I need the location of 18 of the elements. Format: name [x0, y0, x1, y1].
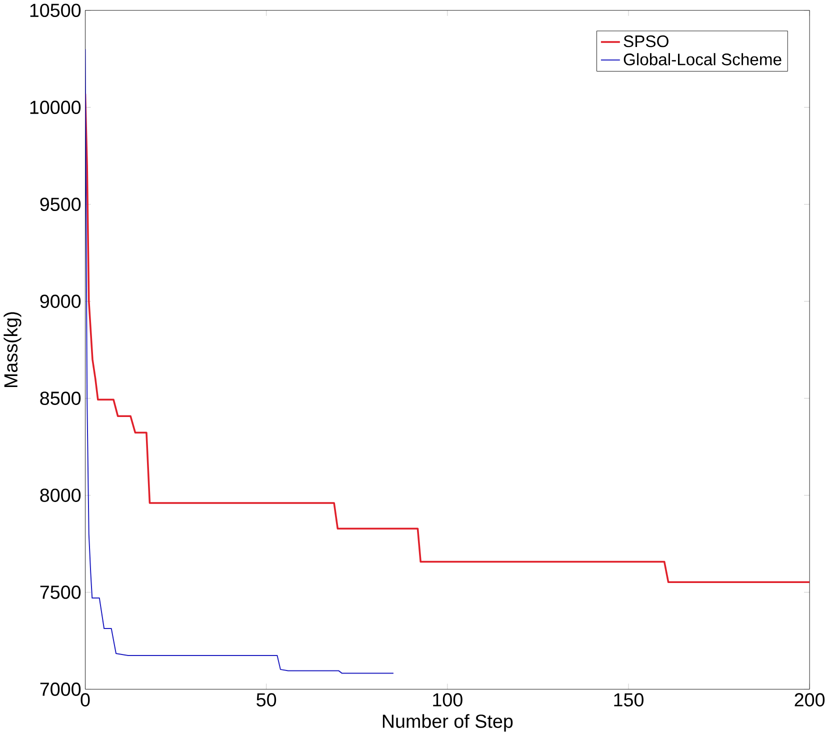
x-tick-label: 50 [256, 692, 276, 706]
y-tick-label: 10500 [30, 4, 81, 17]
line-series [85, 48, 394, 674]
x-tick-label: 100 [433, 692, 462, 706]
y-tick-label: 10000 [30, 100, 81, 114]
x-axis-title: Number of Step [382, 714, 513, 732]
y-tick-label: 9500 [40, 197, 81, 211]
y-tick-label: 7000 [40, 682, 81, 696]
y-axis-title: Mass(kg) [4, 312, 22, 387]
x-tick-label: 200 [794, 692, 825, 706]
x-tick-label: 150 [614, 692, 644, 706]
y-tick-label: 8500 [40, 391, 81, 405]
y-tick-label: 9000 [40, 294, 81, 308]
x-tick-label: 0 [80, 692, 90, 706]
legend-label: Global-Local Scheme [624, 52, 782, 66]
y-tick-label: 7500 [40, 585, 81, 599]
y-tick-label: 8000 [40, 488, 81, 502]
legend-label: SPSO [624, 35, 668, 47]
